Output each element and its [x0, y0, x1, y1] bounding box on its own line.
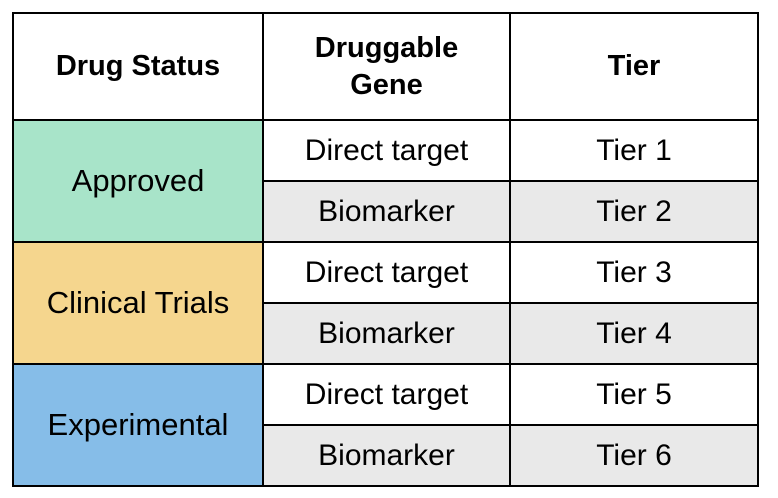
gene-cell: Biomarker [262, 424, 511, 487]
table-row: Clinical Trials Direct target Tier 3 [12, 241, 759, 365]
tier-cell: Tier 6 [509, 424, 759, 487]
header-row: Drug Status Druggable Gene Tier [12, 12, 759, 121]
table-row: Experimental Direct target Tier 5 [12, 363, 759, 487]
gene-cell: Direct target [262, 363, 511, 426]
gene-cell: Biomarker [262, 180, 511, 243]
table-row: Biomarker Tier 4 [13, 302, 759, 365]
header-druggable-gene-line2: Gene [350, 68, 423, 101]
tier-cell: Tier 1 [509, 119, 759, 182]
table-row: Biomarker Tier 2 [13, 180, 759, 243]
tier-cell: Tier 5 [509, 363, 759, 426]
status-cell-experimental: Experimental [12, 363, 264, 487]
header-druggable-gene-line1: Druggable [314, 31, 459, 64]
header-tier: Tier [509, 12, 759, 121]
header-druggable-gene: Druggable Gene [262, 12, 511, 121]
status-cell-approved: Approved [12, 119, 264, 243]
gene-cell: Direct target [262, 119, 511, 182]
tier-cell: Tier 2 [509, 180, 759, 243]
gene-cell: Direct target [262, 241, 511, 304]
table-row: Biomarker Tier 6 [13, 424, 759, 487]
header-drug-status: Drug Status [12, 12, 264, 121]
tier-cell: Tier 3 [509, 241, 759, 304]
tier-cell: Tier 4 [509, 302, 759, 365]
gene-cell: Biomarker [262, 302, 511, 365]
drug-tier-table: Drug Status Druggable Gene Tier Approved… [12, 12, 759, 487]
table-row: Approved Direct target Tier 1 [12, 119, 759, 243]
status-cell-clinical-trials: Clinical Trials [12, 241, 264, 365]
